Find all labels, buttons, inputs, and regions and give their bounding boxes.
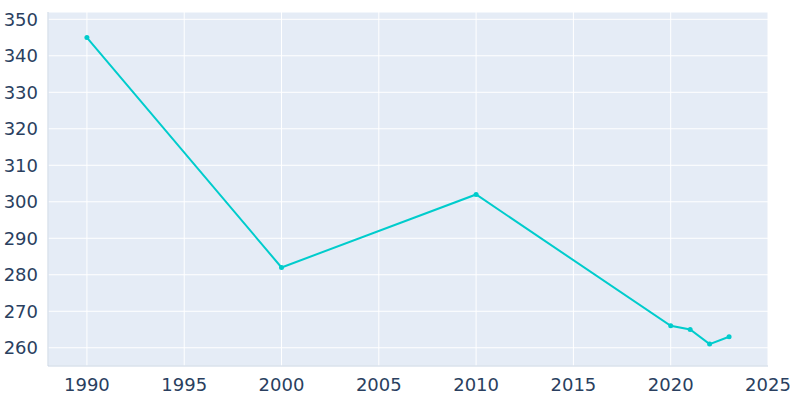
svg-text:2020: 2020 [648, 374, 694, 395]
svg-text:260: 260 [8, 337, 38, 358]
svg-text:2005: 2005 [356, 374, 402, 395]
svg-text:330: 330 [8, 82, 38, 103]
svg-text:350: 350 [8, 9, 38, 30]
svg-text:310: 310 [8, 155, 38, 176]
svg-text:2015: 2015 [550, 374, 596, 395]
svg-text:290: 290 [8, 228, 38, 249]
svg-text:1995: 1995 [161, 374, 207, 395]
svg-text:1990: 1990 [64, 374, 110, 395]
svg-text:270: 270 [8, 301, 38, 322]
svg-text:280: 280 [8, 264, 38, 285]
svg-text:300: 300 [8, 191, 38, 212]
svg-text:2025: 2025 [745, 374, 791, 395]
svg-text:2000: 2000 [259, 374, 305, 395]
svg-text:320: 320 [8, 118, 38, 139]
svg-text:340: 340 [8, 45, 38, 66]
svg-text:2010: 2010 [453, 374, 499, 395]
